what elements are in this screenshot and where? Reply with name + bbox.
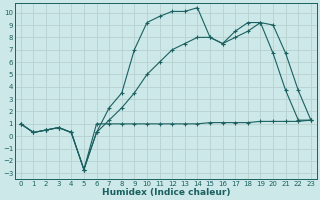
X-axis label: Humidex (Indice chaleur): Humidex (Indice chaleur) [102, 188, 230, 197]
